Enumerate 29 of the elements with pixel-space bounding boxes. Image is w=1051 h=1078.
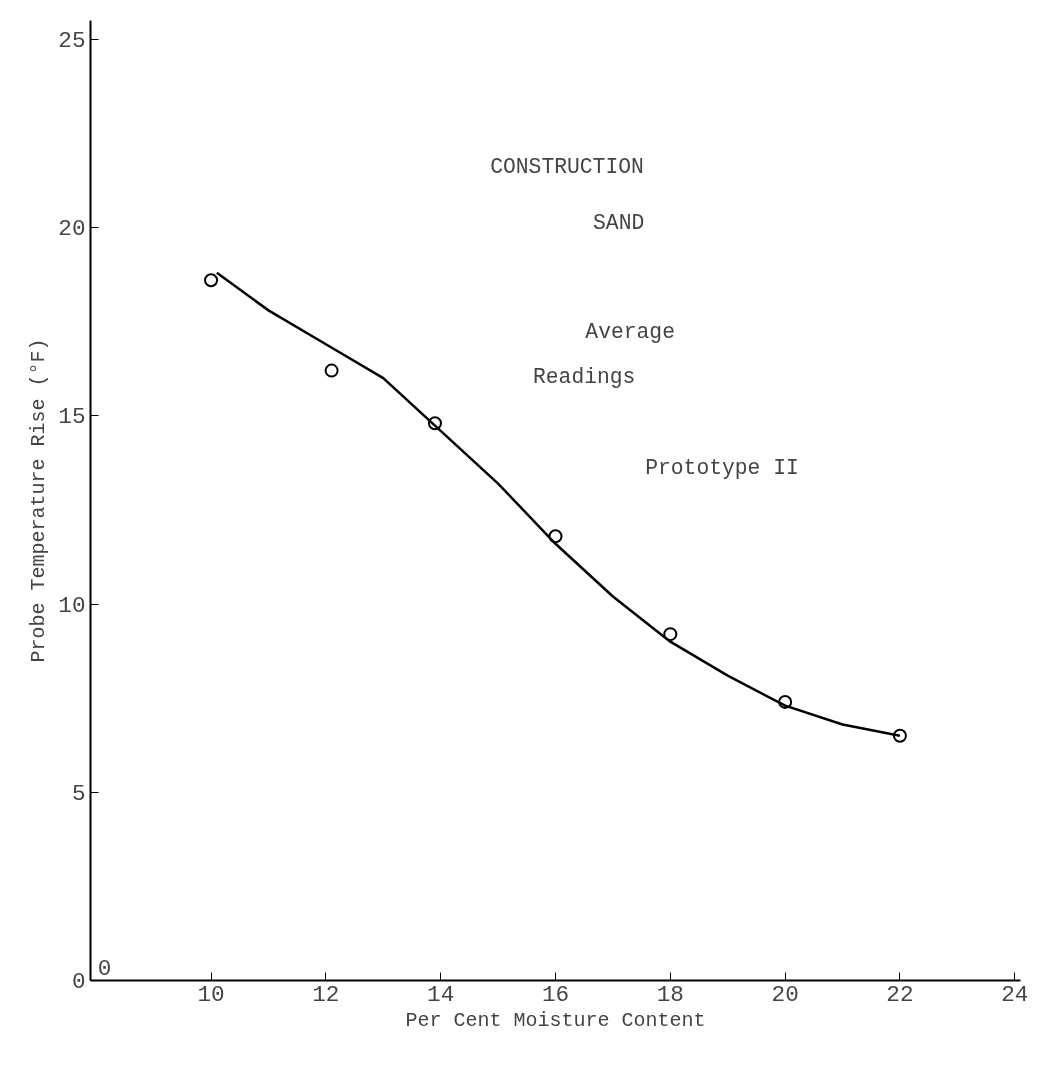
point bbox=[892, 728, 907, 743]
y-axis-title: Probe Temperature Rise (°F) bbox=[27, 338, 51, 663]
point bbox=[663, 627, 678, 642]
point bbox=[427, 416, 442, 431]
x-tick-label: 18 bbox=[656, 981, 684, 1008]
x-tick-label: 12 bbox=[312, 981, 340, 1008]
y-tick-label: 0 bbox=[71, 969, 86, 995]
point bbox=[324, 363, 339, 378]
annotation: CONSTRUCTION bbox=[490, 154, 644, 179]
annotation: Average bbox=[585, 320, 675, 345]
y-tick-label: 20 bbox=[58, 216, 86, 243]
x-tick-label: 22 bbox=[886, 981, 914, 1008]
y-tick-label: 5 bbox=[71, 780, 86, 807]
x-tick-label: 14 bbox=[427, 981, 455, 1008]
point bbox=[778, 694, 793, 709]
x-tick-label: 10 bbox=[197, 981, 225, 1008]
annotation: Prototype II bbox=[645, 455, 799, 480]
annotation: Readings bbox=[533, 365, 636, 390]
point bbox=[204, 273, 219, 288]
y-tick-label: 15 bbox=[58, 404, 86, 431]
y-tick-label: 10 bbox=[58, 592, 86, 619]
x-tick-label: 24 bbox=[1001, 981, 1029, 1008]
x-tick-label: 16 bbox=[541, 981, 570, 1008]
x-axis-title: Per Cent Moisture Content bbox=[405, 1008, 706, 1032]
annotation: SAND bbox=[593, 211, 645, 236]
point bbox=[548, 529, 563, 544]
x-tick-label: 20 bbox=[771, 981, 799, 1008]
y-tick-label: 25 bbox=[58, 27, 86, 54]
annotation: 0 bbox=[97, 955, 112, 982]
